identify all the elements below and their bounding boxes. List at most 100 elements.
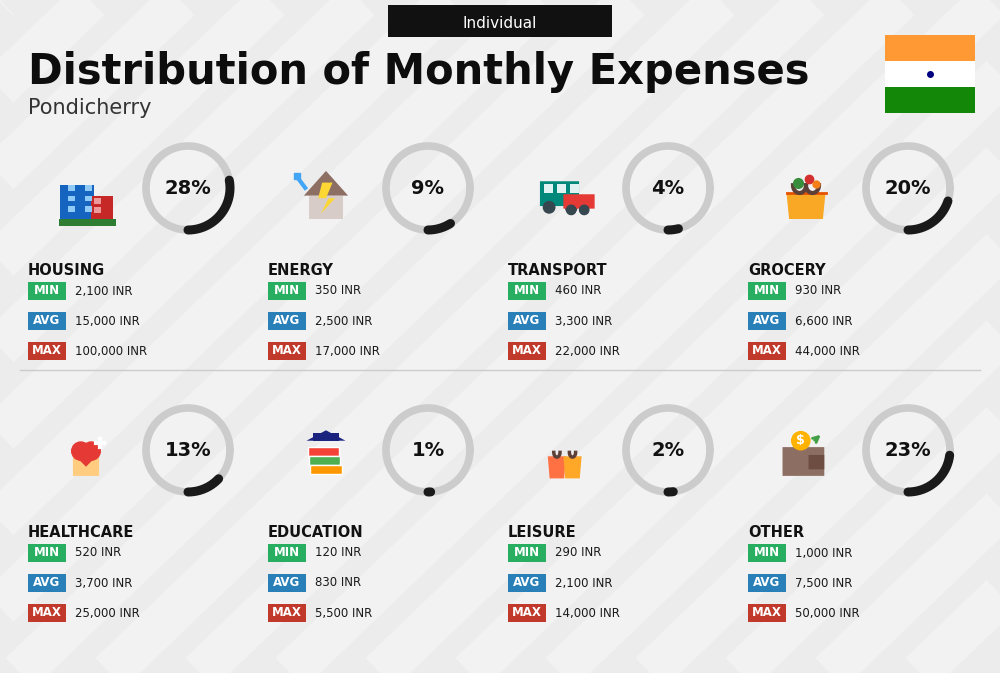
FancyBboxPatch shape <box>268 342 306 360</box>
FancyBboxPatch shape <box>28 604 66 622</box>
Text: 15,000 INR: 15,000 INR <box>75 314 140 328</box>
Polygon shape <box>786 193 826 219</box>
Text: 3,300 INR: 3,300 INR <box>555 314 612 328</box>
FancyBboxPatch shape <box>885 87 975 113</box>
Text: MAX: MAX <box>752 345 782 357</box>
FancyBboxPatch shape <box>508 574 546 592</box>
Text: MIN: MIN <box>274 285 300 297</box>
FancyBboxPatch shape <box>59 219 116 225</box>
Text: 7,500 INR: 7,500 INR <box>795 577 852 590</box>
Text: 100,000 INR: 100,000 INR <box>75 345 147 357</box>
Text: 17,000 INR: 17,000 INR <box>315 345 380 357</box>
Text: MAX: MAX <box>272 345 302 357</box>
Text: 930 INR: 930 INR <box>795 285 841 297</box>
FancyBboxPatch shape <box>544 184 553 193</box>
Text: AVG: AVG <box>753 314 781 328</box>
FancyBboxPatch shape <box>73 458 99 476</box>
Text: 25,000 INR: 25,000 INR <box>75 606 140 620</box>
Polygon shape <box>304 171 348 196</box>
FancyBboxPatch shape <box>309 196 343 219</box>
Text: OTHER: OTHER <box>748 525 804 540</box>
Text: $: $ <box>796 434 805 447</box>
FancyBboxPatch shape <box>809 455 824 469</box>
FancyBboxPatch shape <box>28 342 66 360</box>
Text: MIN: MIN <box>514 285 540 297</box>
FancyBboxPatch shape <box>60 185 94 219</box>
Text: 290 INR: 290 INR <box>555 546 601 559</box>
Text: Pondicherry: Pondicherry <box>28 98 152 118</box>
Text: 20%: 20% <box>885 178 931 197</box>
Text: MAX: MAX <box>752 606 782 620</box>
Circle shape <box>543 202 555 213</box>
Text: MIN: MIN <box>34 546 60 559</box>
FancyBboxPatch shape <box>94 207 101 213</box>
Text: 28%: 28% <box>165 178 211 197</box>
FancyBboxPatch shape <box>309 456 340 464</box>
Text: MAX: MAX <box>512 345 542 357</box>
Text: 350 INR: 350 INR <box>315 285 361 297</box>
Text: 9%: 9% <box>412 178 444 197</box>
Text: MIN: MIN <box>34 285 60 297</box>
FancyBboxPatch shape <box>748 574 786 592</box>
Text: MIN: MIN <box>754 546 780 559</box>
Text: AVG: AVG <box>33 577 61 590</box>
Text: 50,000 INR: 50,000 INR <box>795 606 860 620</box>
Text: MIN: MIN <box>754 285 780 297</box>
FancyBboxPatch shape <box>310 466 342 474</box>
Text: MAX: MAX <box>512 606 542 620</box>
FancyBboxPatch shape <box>570 184 579 193</box>
FancyBboxPatch shape <box>748 604 786 622</box>
Text: 1,000 INR: 1,000 INR <box>795 546 852 559</box>
Circle shape <box>567 205 576 215</box>
Polygon shape <box>306 430 346 441</box>
FancyBboxPatch shape <box>28 574 66 592</box>
Text: 2,100 INR: 2,100 INR <box>555 577 612 590</box>
FancyBboxPatch shape <box>557 184 566 193</box>
Text: HEALTHCARE: HEALTHCARE <box>28 525 134 540</box>
FancyBboxPatch shape <box>268 604 306 622</box>
Text: MAX: MAX <box>32 606 62 620</box>
FancyBboxPatch shape <box>313 433 339 441</box>
Text: MIN: MIN <box>274 546 300 559</box>
Text: 14,000 INR: 14,000 INR <box>555 606 620 620</box>
FancyBboxPatch shape <box>308 447 339 456</box>
FancyBboxPatch shape <box>885 35 975 61</box>
Text: AVG: AVG <box>33 314 61 328</box>
FancyBboxPatch shape <box>94 199 101 204</box>
Text: 830 INR: 830 INR <box>315 577 361 590</box>
Text: 3,700 INR: 3,700 INR <box>75 577 132 590</box>
Text: EDUCATION: EDUCATION <box>268 525 364 540</box>
Polygon shape <box>563 456 582 479</box>
Text: 520 INR: 520 INR <box>75 546 121 559</box>
FancyBboxPatch shape <box>748 544 786 562</box>
Text: 5,500 INR: 5,500 INR <box>315 606 372 620</box>
FancyBboxPatch shape <box>268 544 306 562</box>
Text: MIN: MIN <box>514 546 540 559</box>
Text: ENERGY: ENERGY <box>268 263 334 278</box>
FancyBboxPatch shape <box>783 447 824 476</box>
FancyBboxPatch shape <box>748 342 786 360</box>
Text: AVG: AVG <box>273 577 301 590</box>
Polygon shape <box>72 452 100 466</box>
FancyBboxPatch shape <box>28 282 66 300</box>
Text: 23%: 23% <box>885 441 931 460</box>
FancyBboxPatch shape <box>508 282 546 300</box>
FancyBboxPatch shape <box>508 312 546 330</box>
FancyBboxPatch shape <box>268 312 306 330</box>
Circle shape <box>792 431 810 450</box>
FancyBboxPatch shape <box>268 574 306 592</box>
FancyBboxPatch shape <box>91 196 113 219</box>
FancyBboxPatch shape <box>28 544 66 562</box>
FancyBboxPatch shape <box>28 312 66 330</box>
Text: GROCERY: GROCERY <box>748 263 826 278</box>
Text: MAX: MAX <box>272 606 302 620</box>
Polygon shape <box>318 182 335 214</box>
Circle shape <box>565 202 577 213</box>
Text: AVG: AVG <box>513 577 541 590</box>
Text: AVG: AVG <box>513 314 541 328</box>
Text: AVG: AVG <box>273 314 301 328</box>
FancyBboxPatch shape <box>68 185 75 191</box>
FancyBboxPatch shape <box>85 196 92 201</box>
Text: 2%: 2% <box>651 441 685 460</box>
Text: AVG: AVG <box>753 577 781 590</box>
